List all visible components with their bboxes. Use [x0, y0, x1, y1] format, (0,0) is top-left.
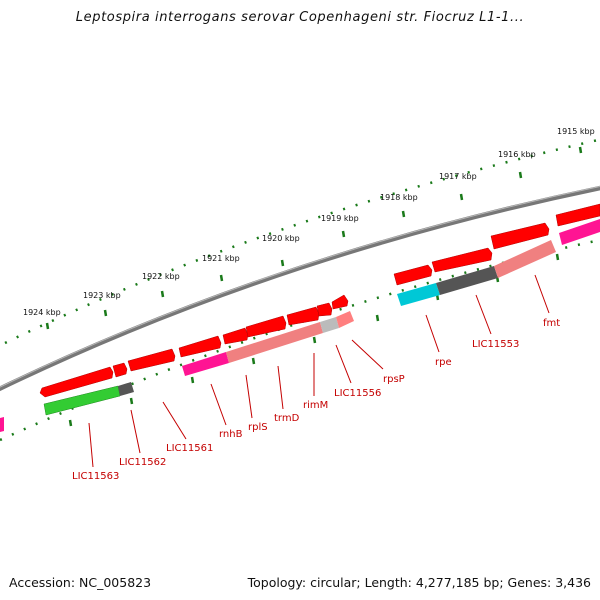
outer-scale: [4, 138, 599, 345]
gene-arrow[interactable]: [431, 247, 493, 273]
label-leader-lines: [88, 274, 550, 468]
gene-label-lic11563: LIC11563: [72, 471, 119, 482]
kbp-tick-label: 1916 kbp: [498, 150, 536, 159]
gene-label-fmt: fmt: [543, 318, 560, 329]
feature-bar-pink[interactable]: [494, 240, 556, 278]
feature-bar-salmon[interactable]: [336, 311, 354, 328]
gene-arrow[interactable]: [555, 203, 600, 227]
feature-bar-magenta-left[interactable]: [0, 417, 4, 432]
gene-label-trmd: trmD: [274, 413, 300, 424]
gene-label-rnhb: rnhB: [219, 429, 243, 440]
gene-label-rimm: rimM: [303, 400, 328, 411]
gene-arrow[interactable]: [490, 222, 550, 250]
feature-bar-magenta[interactable]: [182, 352, 229, 376]
gene-arrow[interactable]: [39, 366, 114, 398]
feature-bar-darkgray[interactable]: [436, 266, 498, 295]
kbp-tick-label: 1921 kbp: [202, 254, 240, 263]
feature-bar-gray[interactable]: [118, 382, 134, 396]
accession-text: Accession: NC_005823: [9, 575, 152, 590]
gene-arrow[interactable]: [286, 306, 320, 326]
kbp-tick-label: 1922 kbp: [142, 272, 180, 281]
map-title: Leptospira interrogans serovar Copenhage…: [75, 10, 525, 25]
genome-backbone-highlight: [0, 186, 600, 388]
feature-bar-cyan[interactable]: [397, 283, 440, 306]
gene-arrow[interactable]: [222, 327, 249, 345]
feature-bar-pink[interactable]: [226, 322, 323, 363]
outer-scale-major-ticks: [45, 146, 583, 330]
kbp-tick-label: 1923 kbp: [83, 291, 121, 300]
kbp-tick-label: 1920 kbp: [262, 234, 300, 243]
gene-label-lic11562: LIC11562: [119, 457, 166, 468]
gene-label-lic11561: LIC11561: [166, 443, 213, 454]
gene-arrow[interactable]: [393, 264, 433, 286]
forward-strand-genes: [39, 203, 600, 398]
kbp-tick-label: 1924 kbp: [23, 308, 61, 317]
gene-arrow[interactable]: [316, 302, 333, 317]
gene-arrow[interactable]: [112, 362, 128, 378]
kbp-tick-label: 1917 kbp: [439, 172, 477, 181]
genome-metadata-text: Topology: circular; Length: 4,277,185 bp…: [247, 575, 591, 590]
gene-label-rpsp: rpsP: [383, 374, 405, 385]
gene-arrow[interactable]: [127, 348, 176, 372]
gene-label-lic11556: LIC11556: [334, 388, 381, 399]
kbp-tick-label: 1919 kbp: [321, 214, 359, 223]
gene-arrow[interactable]: [331, 294, 349, 310]
gene-arrow[interactable]: [245, 315, 287, 338]
genome-backbone: [0, 185, 600, 392]
gene-label-rpe: rpe: [435, 357, 452, 368]
gene-label-lic11553: LIC11553: [472, 339, 519, 350]
feature-bar-lightgray[interactable]: [320, 317, 339, 333]
gene-arrow[interactable]: [178, 335, 222, 358]
feature-bar-magenta[interactable]: [559, 219, 600, 245]
feature-bars: [0, 219, 600, 432]
kbp-tick-label: 1915 kbp: [557, 127, 595, 136]
inner-scale-major-ticks: [68, 253, 560, 427]
kbp-tick-label: 1918 kbp: [380, 193, 418, 202]
gene-label-rpls: rplS: [248, 422, 268, 433]
